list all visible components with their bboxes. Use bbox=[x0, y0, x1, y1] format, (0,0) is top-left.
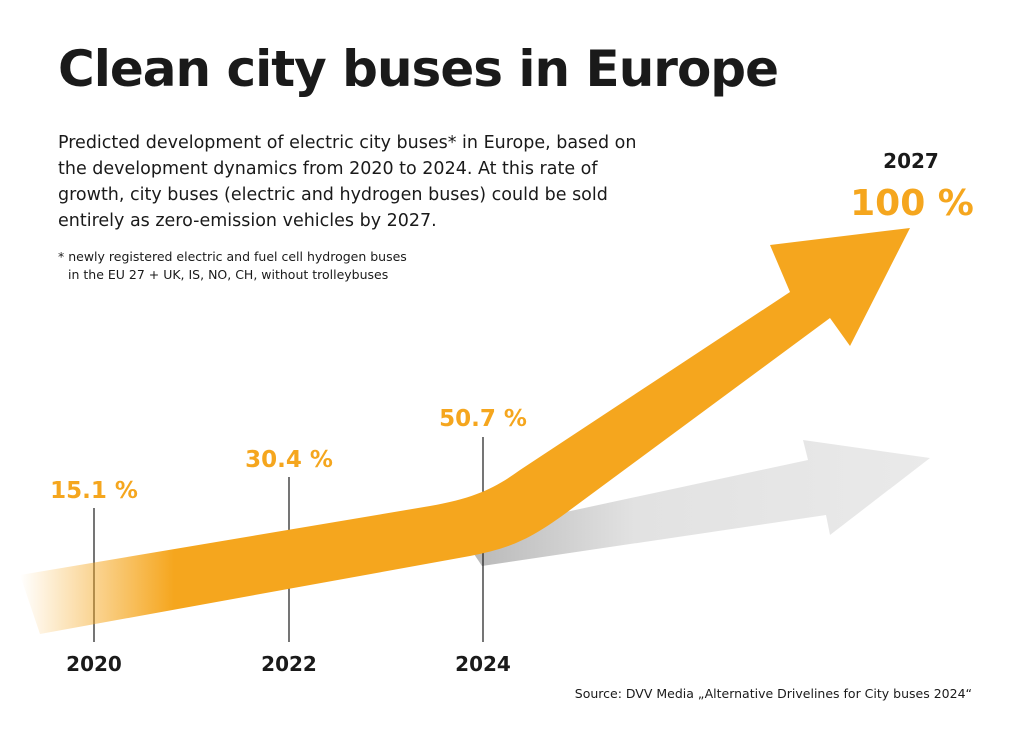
value-label-2027: 100 % bbox=[850, 183, 974, 224]
year-label-2027: 2027 bbox=[883, 149, 939, 173]
footnote-line-2: in the EU 27 + UK, IS, NO, CH, without t… bbox=[68, 267, 389, 282]
chart-title: Clean city buses in Europe bbox=[58, 40, 779, 98]
footnote-line-1: * newly registered electric and fuel cel… bbox=[58, 249, 407, 264]
value-label-2024: 50.7 % bbox=[439, 406, 527, 432]
year-label-2022: 2022 bbox=[261, 652, 317, 676]
footnote: * newly registered electric and fuel cel… bbox=[58, 248, 498, 284]
year-label-2024: 2024 bbox=[455, 652, 511, 676]
ghost-trend-arrow bbox=[470, 440, 930, 566]
value-label-2022: 30.4 % bbox=[245, 447, 333, 473]
value-label-2020: 15.1 % bbox=[50, 478, 138, 504]
chart-subtitle: Predicted development of electric city b… bbox=[58, 133, 637, 231]
growth-arrow bbox=[20, 228, 910, 634]
source-note: Source: DVV Media „Alternative Driveline… bbox=[574, 686, 972, 701]
year-label-2020: 2020 bbox=[66, 652, 122, 676]
